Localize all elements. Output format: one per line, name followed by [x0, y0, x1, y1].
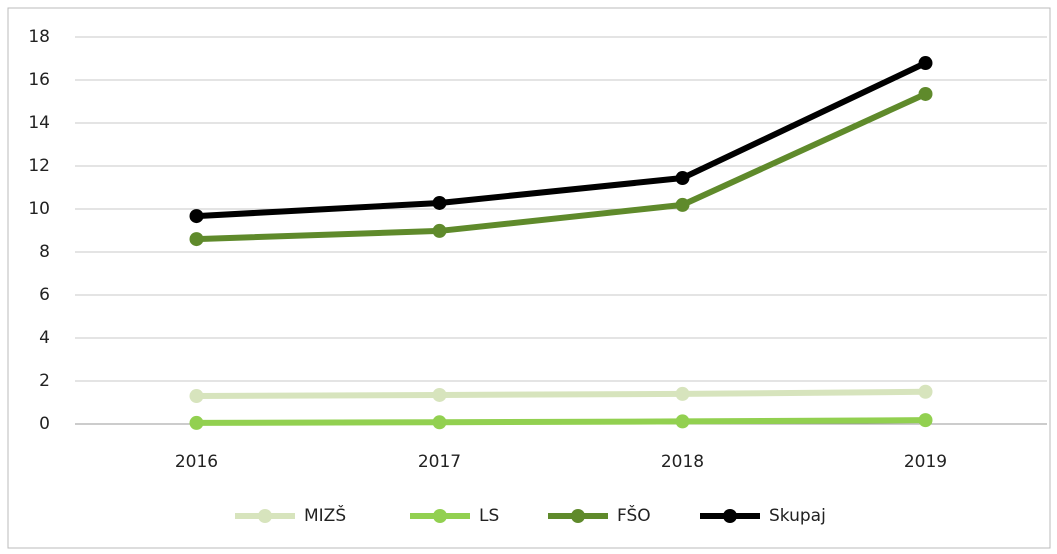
- point: [918, 86, 933, 101]
- y-tick-label: 2: [39, 371, 50, 391]
- point: [432, 195, 447, 210]
- series-line: [196, 60, 927, 220]
- series-line: [196, 388, 926, 400]
- point: [675, 197, 690, 212]
- legend-marker: [433, 509, 447, 523]
- point: [675, 386, 690, 401]
- x-tick-label: 2019: [904, 452, 947, 472]
- legend-label: FŠO: [617, 504, 651, 526]
- y-tick-label: 16: [28, 70, 50, 90]
- y-tick-label: 0: [39, 414, 50, 434]
- point: [189, 209, 204, 224]
- point: [675, 171, 690, 186]
- series-line: [196, 417, 926, 426]
- point: [918, 384, 933, 399]
- legend-marker: [723, 509, 737, 523]
- point: [675, 414, 690, 429]
- series-line: [196, 91, 927, 243]
- y-tick-label: 14: [28, 113, 50, 133]
- x-tick-label: 2017: [418, 452, 461, 472]
- legend-marker: [571, 509, 585, 523]
- legend-label: Skupaj: [769, 506, 826, 526]
- legend-label: MIZŠ: [304, 504, 346, 526]
- y-tick-label: 10: [28, 199, 50, 219]
- x-tick-label: 2018: [661, 452, 704, 472]
- point: [189, 415, 204, 430]
- y-tick-label: 4: [39, 328, 50, 348]
- y-tick-label: 8: [39, 242, 50, 262]
- y-tick-label: 18: [28, 27, 50, 47]
- y-tick-label: 12: [28, 156, 50, 176]
- point: [918, 413, 933, 428]
- y-tick-label: 6: [39, 285, 50, 305]
- point: [432, 387, 447, 402]
- point: [189, 232, 204, 247]
- x-tick-label: 2016: [175, 452, 218, 472]
- point: [432, 415, 447, 430]
- point: [432, 223, 447, 238]
- point: [918, 56, 933, 71]
- legend-marker: [258, 509, 272, 523]
- legend-label: LS: [479, 506, 499, 526]
- point: [189, 389, 204, 404]
- chart-frame: [7, 7, 1051, 549]
